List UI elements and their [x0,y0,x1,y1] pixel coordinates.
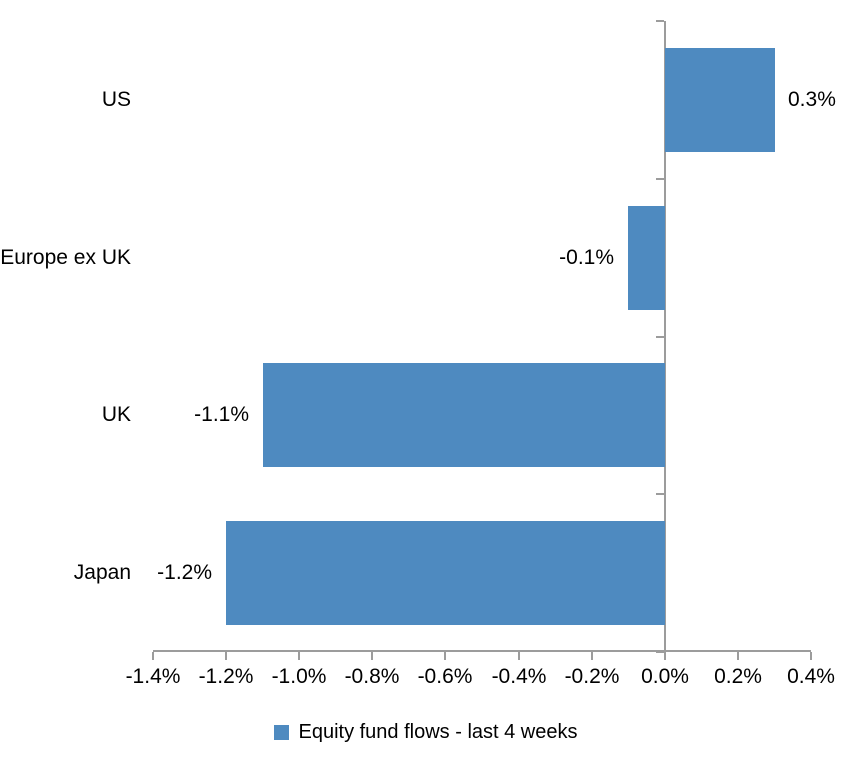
x-axis-tick [737,652,739,660]
category-label-us: US [101,88,131,111]
x-tick-label: 0.2% [714,665,762,688]
legend-series-swatch-icon [274,724,290,740]
y-axis-line [664,21,666,652]
category-label-uk: UK [101,403,131,426]
value-label-uk: -1.1% [194,403,249,426]
y-axis-tick [656,336,664,338]
y-axis-tick [656,20,664,22]
x-axis-tick [371,652,373,660]
value-label-japan: -1.2% [157,561,212,584]
legend: Equity fund flows - last 4 weeks [0,719,852,745]
bar-japan [226,521,665,625]
bar-us [665,48,775,152]
y-axis-tick [656,493,664,495]
x-tick-label: -1.0% [271,665,327,688]
bar-europe-ex-uk [628,206,665,310]
x-axis-tick [298,652,300,660]
value-label-europe-ex-uk: -0.1% [559,246,614,269]
x-axis-tick [810,652,812,660]
x-tick-label: -1.4% [125,665,181,688]
x-axis-tick [225,652,227,660]
x-axis-tick [518,652,520,660]
x-axis-tick [152,652,154,660]
x-tick-label: -0.4% [491,665,547,688]
x-axis-tick [444,652,446,660]
value-label-us: 0.3% [788,88,836,111]
legend-label: Equity fund flows - last 4 weeks [298,721,578,743]
y-axis-tick [656,178,664,180]
x-tick-label: -0.2% [564,665,620,688]
x-axis-line [153,650,811,652]
bar-uk [263,363,665,467]
y-axis-tick [656,651,664,653]
x-tick-label: -0.8% [344,665,400,688]
x-tick-label: 0.4% [787,665,835,688]
x-axis-tick [664,652,666,660]
x-tick-label: -0.6% [417,665,473,688]
x-tick-label: 0.0% [641,665,689,688]
category-label-europe-ex-uk: Europe ex UK [0,246,131,269]
x-axis-tick [591,652,593,660]
category-label-japan: Japan [73,561,131,584]
x-tick-label: -1.2% [198,665,254,688]
